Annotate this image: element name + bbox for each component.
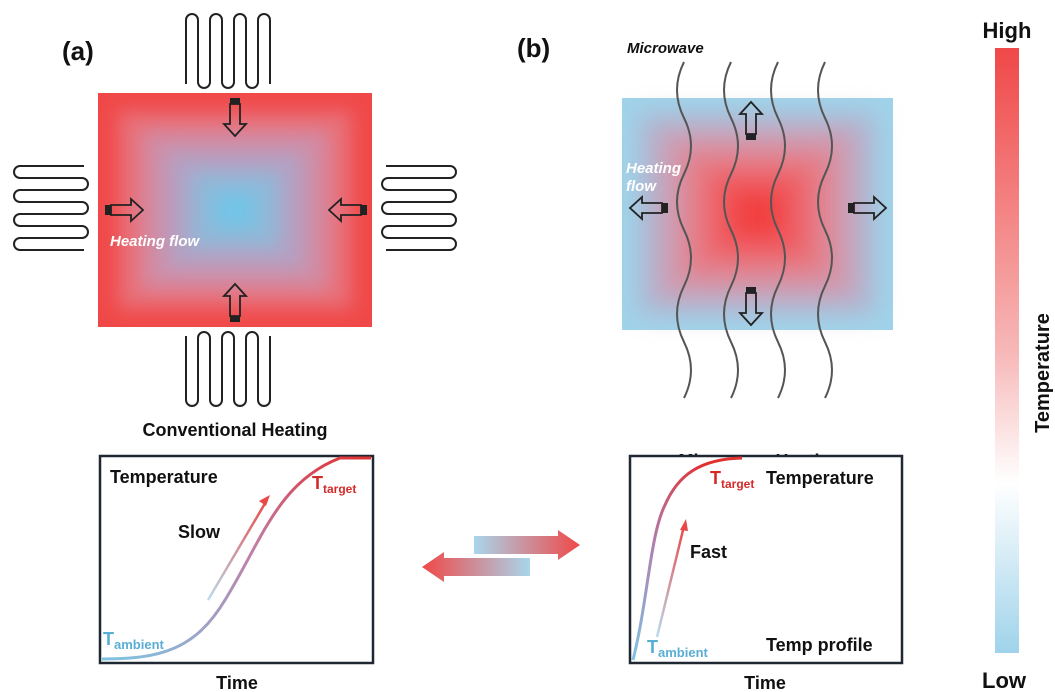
heat-flow-arrow-right-icon [105,196,145,224]
heat-flow-arrow-left-icon [628,194,668,222]
conventional-temperature-graph: Temperature Slow Ttarget Tambient Time [98,454,375,692]
colorbar-low-label: Low [982,668,1027,692]
graph-a-t-target-label: Ttarget [312,473,356,496]
graph-b-t-ambient-label: Tambient [647,637,709,660]
heating-flow-label: Heating flow [110,233,200,250]
graph-b-temp-profile-label: Temp profile [766,635,873,655]
microwave-source-label: Microwave [627,40,704,57]
conventional-heating-title: Conventional Heating [142,420,327,440]
heat-flow-arrow-down-icon [737,287,765,327]
graph-a-t-ambient-label: Tambient [103,629,165,652]
panel-b: (b) Microwave [517,33,904,692]
heat-flow-arrow-left-icon [327,196,367,224]
comparison-arrows [422,530,580,582]
microwave-heated-block [622,98,893,330]
panel-b-label: (b) [517,33,550,63]
microwave-wave-icon [676,61,692,399]
panel-a: (a) [13,13,457,692]
graph-a-slow-label: Slow [178,522,221,542]
heating-coil-top-icon [185,13,271,89]
microwave-wave-icon [770,61,786,399]
microwave-waves [676,61,833,399]
microwave-wave-icon [817,61,833,399]
conventional-heated-block [98,93,372,327]
heat-flow-arrow-up-icon [737,100,765,140]
graph-b-x-label: Time [744,673,786,692]
graph-b-y-label: Temperature [766,468,874,488]
heating-coil-right-icon [381,165,457,251]
graph-b-fast-label: Fast [690,542,727,562]
graph-a-x-label: Time [216,673,258,692]
heating-flow-label-line1: Heating [626,160,681,177]
colorbar-axis-label: Temperature [1032,313,1054,433]
heat-flow-arrow-up-icon [221,282,249,322]
microwave-wave-icon [723,61,739,399]
colorbar-gradient [995,48,1019,653]
panel-a-label: (a) [62,36,94,66]
temperature-colorbar: High Low Temperature [982,18,1054,692]
heating-coil-left-icon [13,165,89,251]
comparison-arrow-right-icon [474,530,580,560]
heating-coil-bottom-icon [185,331,271,407]
graph-a-y-label: Temperature [110,467,218,487]
graph-b-t-target-label: Ttarget [710,468,754,491]
colorbar-high-label: High [983,18,1032,43]
heating-flow-label-line2: flow [626,178,657,195]
heat-flow-arrow-right-icon [848,194,888,222]
heat-flow-arrow-down-icon [221,98,249,138]
microwave-temperature-graph: Temperature Fast Ttarget Tambient Temp p… [628,454,904,692]
comparison-arrow-left-icon [422,552,530,582]
